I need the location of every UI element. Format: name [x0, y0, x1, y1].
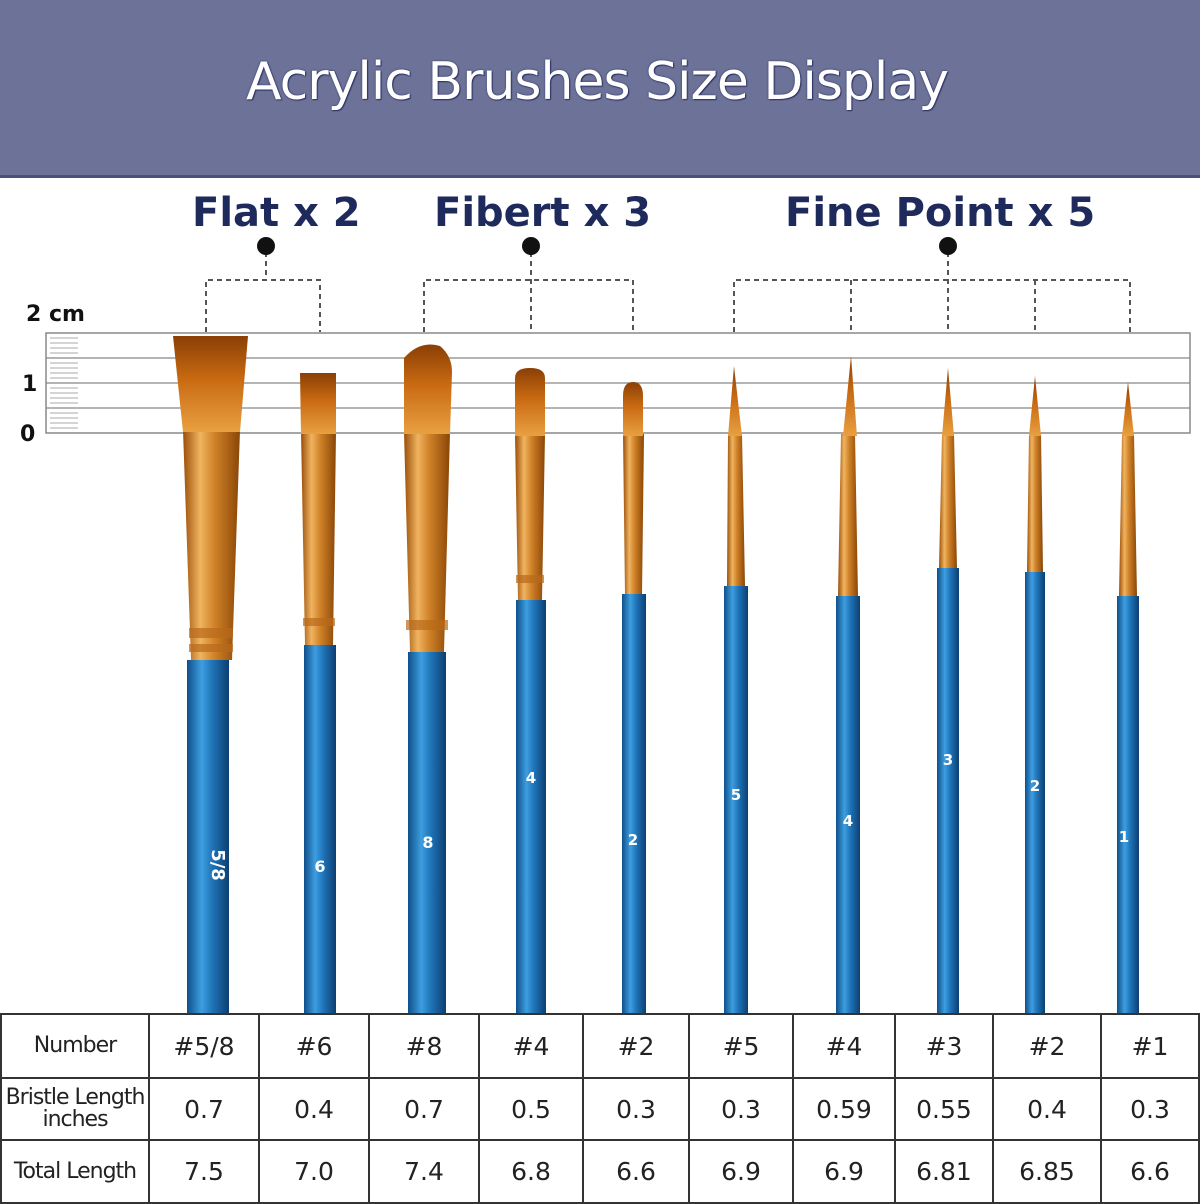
ruler-label-0: 0 — [20, 422, 36, 447]
number-cell: #1 — [1100, 1013, 1200, 1079]
bristle-length-cell: 0.4 — [258, 1077, 370, 1141]
total-length-cell: 7.0 — [258, 1139, 370, 1204]
brush-handle-label: 2 — [628, 831, 638, 849]
total-length-cell: 6.6 — [1100, 1139, 1200, 1204]
brush-5-8: 5/8 — [173, 336, 248, 1013]
bristle-length-cell: 0.3 — [582, 1077, 690, 1141]
group-dot-fibert — [522, 237, 540, 255]
bristle-length-cell: 0.7 — [368, 1077, 480, 1141]
group-label-fibert: Fibert x 3 — [434, 190, 652, 236]
number-cell: #2 — [992, 1013, 1102, 1079]
group-label-fine-point: Fine Point x 5 — [785, 190, 1096, 236]
bristle-length-cell: 0.3 — [1100, 1077, 1200, 1141]
brush-handle-label: 2 — [1030, 777, 1040, 795]
brush-handle-label: 3 — [943, 751, 953, 769]
total-length-cell: 6.9 — [688, 1139, 794, 1204]
row-label-total-length: Total Length — [0, 1139, 150, 1204]
brush-4-fine: 4 — [836, 356, 860, 1013]
bristle-length-cell: 0.7 — [148, 1077, 260, 1141]
ruler-label-1: 1 — [22, 372, 38, 397]
total-length-cell: 6.8 — [478, 1139, 584, 1204]
brush-4-filbert: 4 — [515, 368, 546, 1013]
brush-handle-label: 4 — [526, 769, 536, 787]
bristle-length-cell: 0.5 — [478, 1077, 584, 1141]
number-cell: #5/8 — [148, 1013, 260, 1079]
brush-3-fine: 3 — [937, 368, 959, 1013]
number-cell: #8 — [368, 1013, 480, 1079]
bristle-length-cell: 0.55 — [894, 1077, 994, 1141]
number-cell: #6 — [258, 1013, 370, 1079]
row-bristle-length: Bristle Length inches 0.7 0.4 0.7 0.5 0.3… — [0, 1077, 1200, 1141]
brush-handle-label: 4 — [843, 812, 853, 830]
group-label-flat: Flat x 2 — [192, 190, 361, 236]
total-length-cell: 7.5 — [148, 1139, 260, 1204]
brush-handle-label: 1 — [1119, 828, 1129, 846]
number-cell: #5 — [688, 1013, 794, 1079]
brush-6: 6 — [300, 373, 336, 1013]
brush-handle-label: 8 — [422, 833, 433, 852]
brush-illustration: 5/8 6 8 4 2 5 — [45, 237, 1191, 1013]
group-dot-flat — [257, 237, 275, 255]
brush-2-fine: 2 — [1025, 376, 1045, 1013]
number-cell: #4 — [792, 1013, 896, 1079]
total-length-cell: 6.81 — [894, 1139, 994, 1204]
title-banner: Acrylic Brushes Size Display — [0, 0, 1200, 178]
row-label-bristle-length-line1: Bristle Length — [5, 1085, 146, 1110]
number-cell: #2 — [582, 1013, 690, 1079]
brush-handle-label: 5/8 — [207, 849, 228, 881]
brush-5-fine: 5 — [724, 366, 748, 1013]
total-length-cell: 6.9 — [792, 1139, 896, 1204]
total-length-cell: 6.6 — [582, 1139, 690, 1204]
page-title: Acrylic Brushes Size Display — [245, 52, 949, 112]
group-brackets — [205, 252, 1131, 332]
row-total-length: Total Length 7.5 7.0 7.4 6.8 6.6 6.9 6.9… — [0, 1139, 1200, 1204]
number-cell: #3 — [894, 1013, 994, 1079]
row-label-bristle-length: Bristle Length inches — [0, 1077, 150, 1141]
row-label-number: Number — [0, 1013, 150, 1079]
row-label-bristle-length-unit: inches — [42, 1107, 108, 1132]
brush-handle-label: 5 — [731, 786, 741, 804]
brush-8: 8 — [404, 344, 452, 1013]
total-length-cell: 6.85 — [992, 1139, 1102, 1204]
brush-handle-label: 6 — [314, 857, 325, 876]
bristle-length-cell: 0.4 — [992, 1077, 1102, 1141]
total-length-cell: 7.4 — [368, 1139, 480, 1204]
row-number: Number #5/8 #6 #8 #4 #2 #5 #4 #3 #2 #1 — [0, 1013, 1200, 1079]
ruler-label-2cm: 2 cm — [26, 302, 85, 327]
number-cell: #4 — [478, 1013, 584, 1079]
bristle-length-cell: 0.59 — [792, 1077, 896, 1141]
group-dot-fine-point — [939, 237, 957, 255]
bristle-length-cell: 0.3 — [688, 1077, 794, 1141]
brush-2-filbert: 2 — [622, 382, 646, 1013]
brush-1-fine: 1 — [1117, 382, 1139, 1013]
spec-table: Number #5/8 #6 #8 #4 #2 #5 #4 #3 #2 #1 B… — [0, 1013, 1200, 1204]
